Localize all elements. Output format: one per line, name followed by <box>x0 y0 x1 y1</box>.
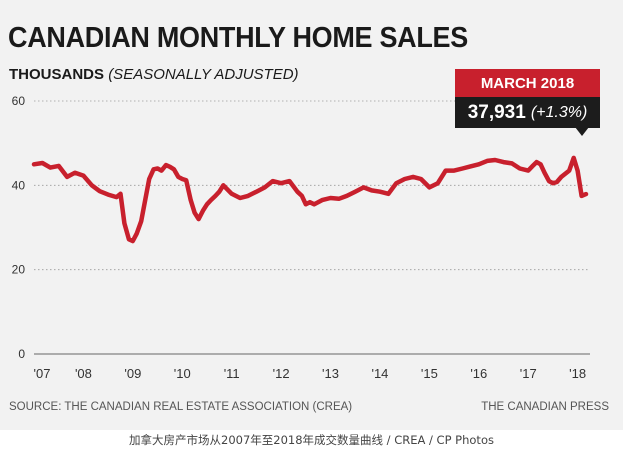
x-tick-label-2016: '16 <box>470 366 487 381</box>
x-tick-label-2014: '14 <box>371 366 388 381</box>
image-caption: 加拿大房产市场从2007年至2018年成交数量曲线 / CREA / CP Ph… <box>129 433 494 447</box>
x-tick-label-2007: '07 <box>34 366 51 381</box>
x-tick-label-2017: '17 <box>520 366 537 381</box>
y-tick-label-40: 40 <box>12 178 26 192</box>
callout-label: MARCH 2018 <box>480 74 575 92</box>
callout-pointer <box>575 127 589 136</box>
chart-title: CANADIAN MONTHLY HOME SALES <box>8 22 468 54</box>
x-tick-label-2018: '18 <box>569 366 586 381</box>
callout-value: 37,931 <box>467 101 526 123</box>
x-axis-tick-labels: '07 '08 '09 '10 '11 '12 '13 '14 '15 '16 '17 '18 <box>34 366 587 381</box>
callout-value-box: 37,931 (+1.3%) <box>455 97 600 128</box>
y-tick-label-60: 60 <box>12 94 26 108</box>
chart-figure: CANADIAN MONTHLY HOME SALES THOUSANDS (S… <box>0 0 623 430</box>
x-tick-label-2010: '10 <box>174 366 191 381</box>
x-tick-label-2012: '12 <box>273 366 290 381</box>
x-tick-label-2009: '09 <box>124 366 141 381</box>
x-tick-label-2011: '11 <box>224 366 240 381</box>
line-chart: 0 20 40 60 '07 '08 '09 '10 '11 '12 '13 '14 '15 '16 '1… <box>12 94 590 381</box>
y-tick-label-20: 20 <box>12 263 26 277</box>
callout-label-box: MARCH 2018 <box>455 69 600 97</box>
subtitle-note: (SEASONALLY ADJUSTED) <box>108 66 299 83</box>
x-tick-label-2008: '08 <box>75 366 92 381</box>
credit-note: THE CANADIAN PRESS <box>481 401 609 413</box>
y-axis-tick-labels: 0 20 40 60 <box>12 94 26 361</box>
gridlines <box>34 100 590 355</box>
subtitle-units: THOUSANDS <box>9 66 105 83</box>
source-note: SOURCE: THE CANADIAN REAL ESTATE ASSOCIA… <box>9 401 353 413</box>
y-tick-label-0: 0 <box>18 347 25 361</box>
x-tick-label-2013: '13 <box>322 366 339 381</box>
chart-subtitle: THOUSANDS (SEASONALLY ADJUSTED) <box>9 66 299 83</box>
x-tick-label-2015: '15 <box>421 366 438 381</box>
callout-change: (+1.3%) <box>530 103 588 121</box>
series-line-home-sales <box>31 155 589 244</box>
